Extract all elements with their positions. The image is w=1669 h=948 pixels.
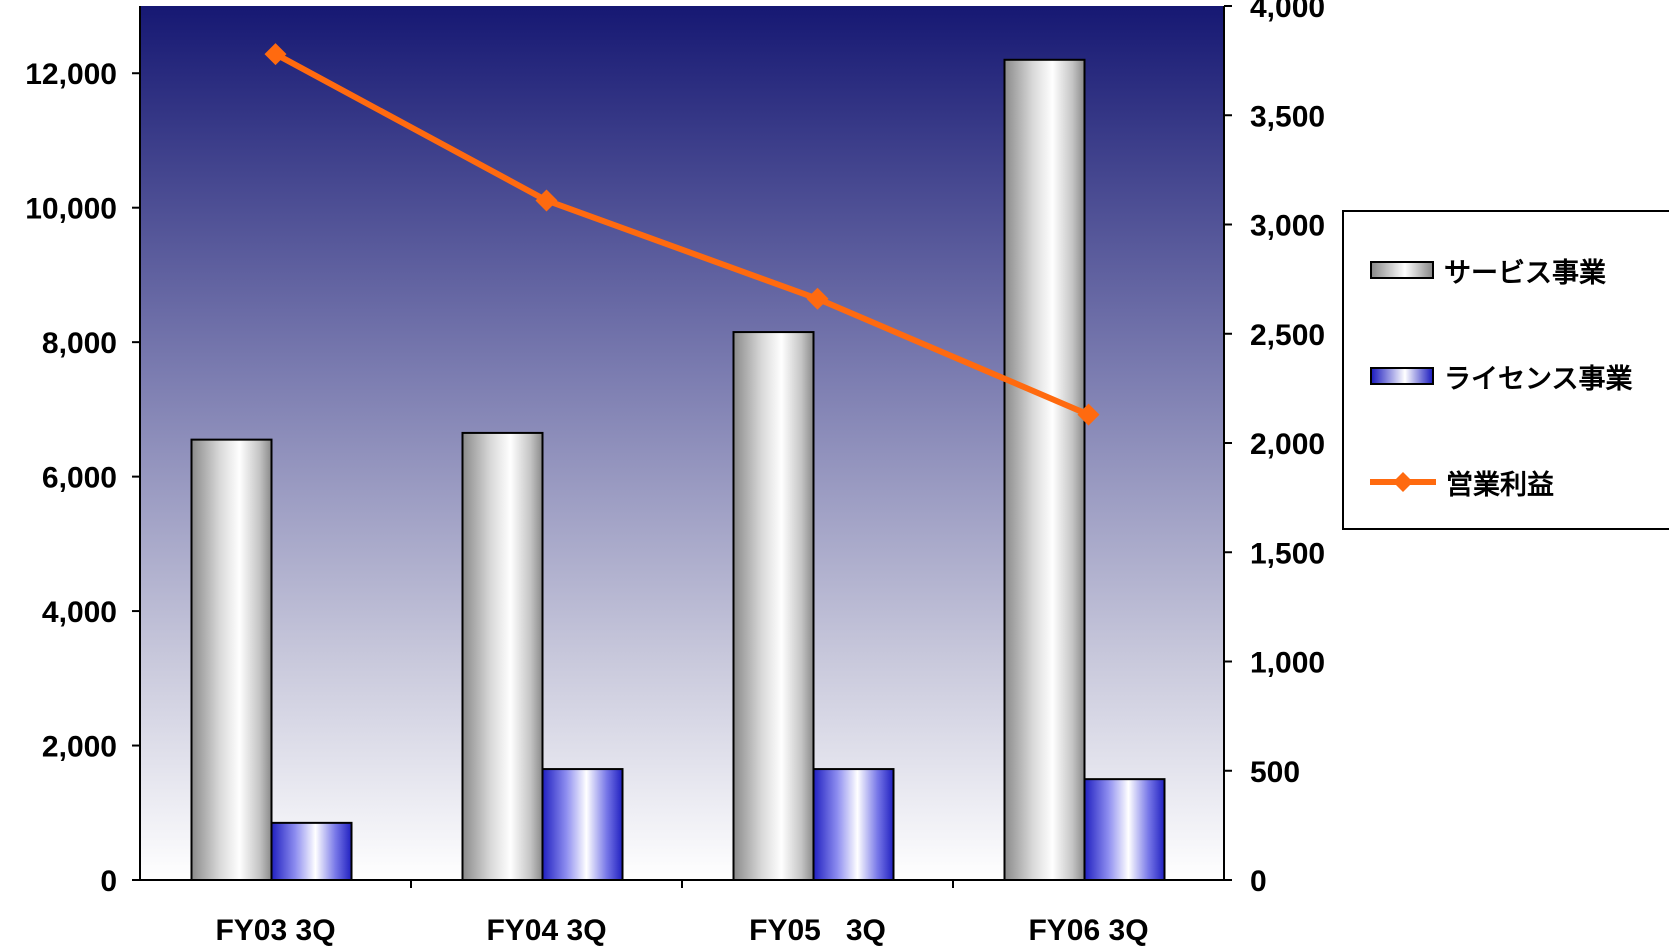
legend-item-operating-profit: 営業利益 (1370, 462, 1554, 502)
y-left-tick-label: 2,000 (42, 731, 117, 764)
y-left-tick-label: 12,000 (25, 58, 117, 91)
labels-layer: 0 2,000 4,000 6,000 8,000 10,000 12,000 0 500 1,0… (25, 0, 1325, 947)
point-operating-profit-3 (1077, 403, 1100, 426)
legend-label-service: サービス事業 (1444, 257, 1606, 289)
y-right-tick-label: 3,000 (1250, 210, 1325, 243)
y-right-tick-label: 1,500 (1250, 537, 1325, 570)
bar-license-1 (541, 768, 624, 881)
y-right-tick-label: 500 (1250, 756, 1300, 789)
legend: サービス事業 ライセンス事業 営業利益 (1342, 210, 1669, 530)
line-layer (264, 43, 1100, 426)
bar-service-2 (732, 331, 815, 882)
x-category-label: FY06 3Q (1028, 914, 1148, 947)
legend-swatch-license (1370, 367, 1434, 385)
legend-swatch-operating-profit (1370, 472, 1436, 492)
y-left-tick-label: 8,000 (42, 327, 117, 360)
line-operating-profit (274, 51, 1090, 418)
bar-service-3 (1003, 58, 1086, 882)
y-left-tick-label: 0 (100, 865, 117, 898)
y-right-tick-label: 1,000 (1250, 647, 1325, 680)
y-left-tick-label: 10,000 (25, 193, 117, 226)
point-operating-profit-1 (535, 189, 558, 212)
y-left-tick-label: 6,000 (42, 462, 117, 495)
y-right-tick-label: 0 (1250, 865, 1267, 898)
bars-layer (190, 58, 1166, 882)
legend-swatch-service (1370, 261, 1434, 279)
y-right-tick-label: 4,000 (1250, 0, 1325, 24)
x-category-label: FY04 3Q (486, 914, 606, 947)
point-operating-profit-0 (264, 43, 287, 66)
x-category-label: FY03 3Q (215, 914, 335, 947)
legend-label-operating-profit: 営業利益 (1446, 469, 1554, 501)
legend-item-license: ライセンス事業 (1370, 356, 1632, 396)
y-right-tick-label: 2,500 (1250, 319, 1325, 352)
legend-item-service: サービス事業 (1370, 250, 1606, 290)
bar-license-2 (812, 768, 895, 881)
bar-license-3 (1083, 778, 1166, 882)
axes-layer (132, 5, 1232, 888)
bar-license-0 (270, 821, 353, 881)
y-right-tick-label: 3,500 (1250, 100, 1325, 133)
bar-service-1 (461, 431, 544, 881)
legend-label-license: ライセンス事業 (1444, 363, 1633, 395)
y-left-tick-label: 4,000 (42, 596, 117, 629)
y-right-tick-label: 2,000 (1250, 428, 1325, 461)
x-category-label: FY05 3Q (749, 914, 886, 947)
point-operating-profit-2 (806, 287, 829, 310)
bar-service-0 (190, 438, 273, 881)
